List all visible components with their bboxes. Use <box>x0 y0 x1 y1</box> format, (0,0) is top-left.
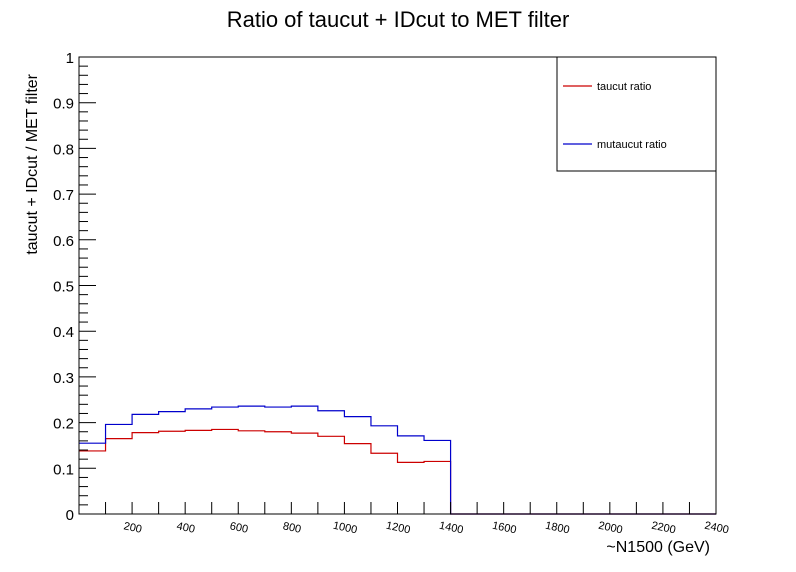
series-line-taucut-ratio <box>79 428 716 515</box>
x-tick-label: 1600 <box>491 520 517 537</box>
y-tick-label: 0.5 <box>53 279 74 296</box>
x-tick-label: 2000 <box>597 520 623 537</box>
legend-box <box>556 56 717 172</box>
x-tick-label: 2400 <box>703 520 729 537</box>
x-tick-label: 1400 <box>438 520 464 537</box>
y-tick-label: 0 <box>66 507 74 524</box>
y-tick-label: 0.3 <box>53 370 74 387</box>
y-tick-label: 1 <box>66 50 74 67</box>
x-tick-label: 800 <box>282 520 302 536</box>
x-tick-label: 1000 <box>332 520 358 537</box>
y-tick-label: 0.1 <box>53 461 74 478</box>
legend-label-mutaucut-ratio: mutaucut ratio <box>597 139 667 151</box>
chart-title: Ratio of taucut + IDcut to MET filter <box>227 7 570 32</box>
series-layer <box>79 405 716 515</box>
y-tick-label: 0.2 <box>53 416 74 433</box>
y-tick-label: 0.9 <box>53 96 74 113</box>
x-tick-label: 2200 <box>650 520 676 537</box>
y-axis-label: taucut + IDcut / MET filter <box>24 73 41 254</box>
y-tick-label: 0.8 <box>53 141 74 158</box>
x-tick-label: 200 <box>122 520 142 536</box>
legend-label-taucut-ratio: taucut ratio <box>597 81 651 93</box>
y-tick-label: 0.6 <box>53 233 74 250</box>
y-tick-label: 0.7 <box>53 187 74 204</box>
y-tick-label: 0.4 <box>53 324 74 341</box>
x-tick-label: 1200 <box>385 520 411 537</box>
x-tick-label: 600 <box>229 520 249 536</box>
x-tick-label: 1800 <box>544 520 570 537</box>
x-tick-label: 400 <box>176 520 196 536</box>
legend: taucut ratio mutaucut ratio <box>556 56 717 172</box>
x-axis-label: ~N1500 (GeV) <box>606 539 710 556</box>
